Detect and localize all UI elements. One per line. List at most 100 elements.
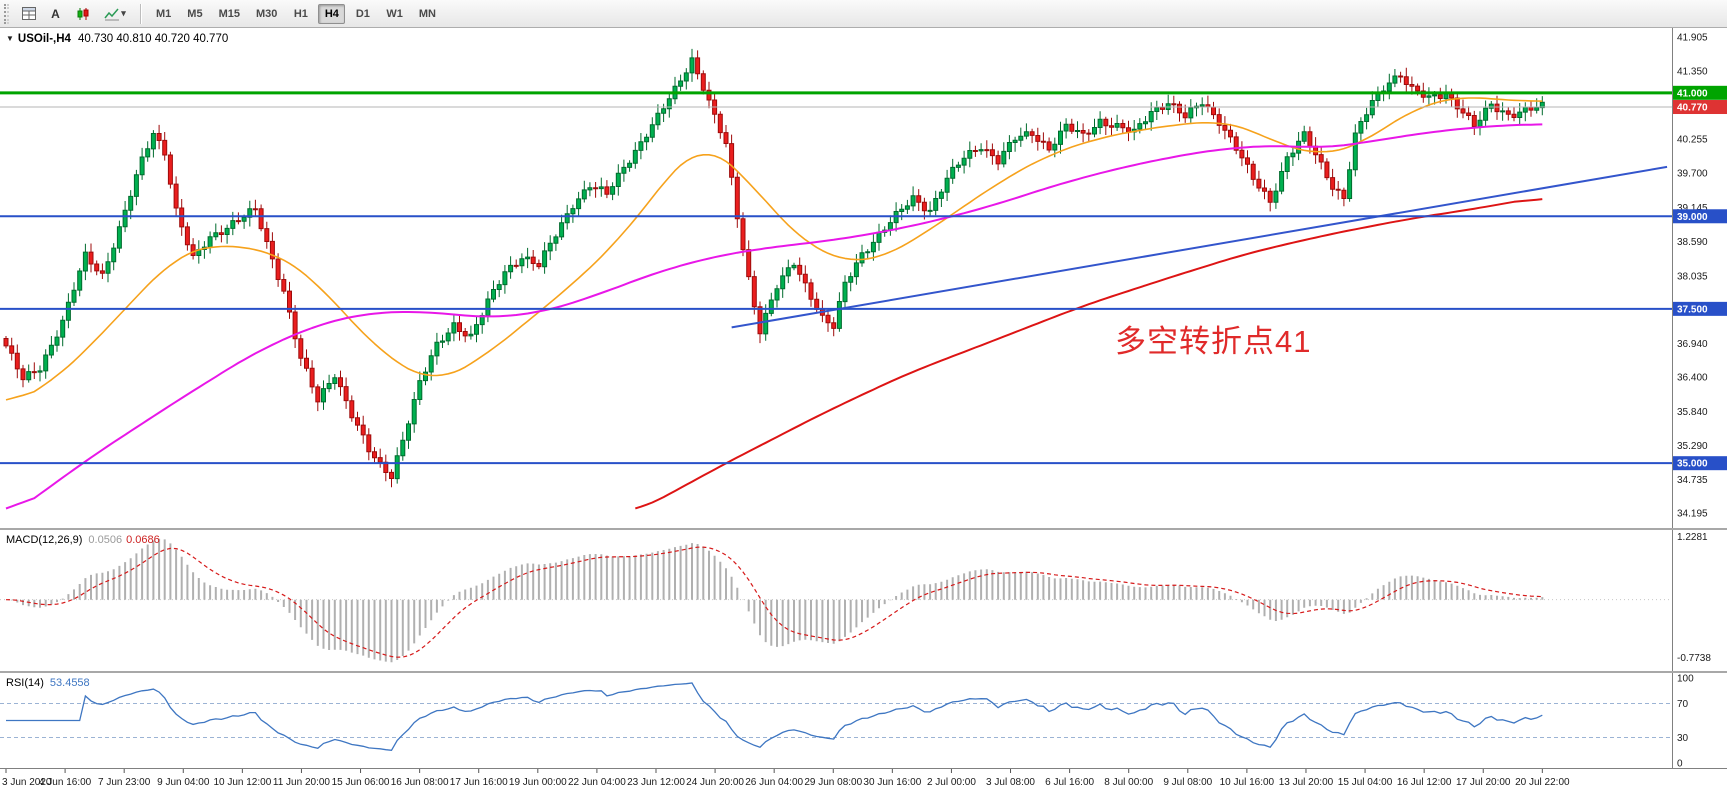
price-badge-label: 39.000: [1677, 212, 1708, 223]
price-axis-label: 34.195: [1677, 508, 1708, 519]
time-axis-label: 17 Jul 20:00: [1456, 777, 1511, 788]
rsi-axis-label: 100: [1677, 674, 1694, 685]
price-badge-label: 40.770: [1677, 103, 1708, 114]
price-axis-label: 38.590: [1677, 237, 1708, 248]
time-axis-label: 15 Jul 04:00: [1338, 777, 1393, 788]
price-axis-label: 40.255: [1677, 134, 1708, 145]
timeframe-button-m5[interactable]: M5: [181, 4, 208, 24]
time-axis-label: 23 Jun 12:00: [627, 777, 685, 788]
price-badge-label: 41.000: [1677, 88, 1708, 99]
time-axis-label: 16 Jun 08:00: [391, 777, 449, 788]
price-badge-40.770: [1673, 100, 1727, 115]
rsi-name: RSI(14): [6, 677, 44, 689]
new-order-button[interactable]: [16, 3, 41, 25]
macd-indicator-label: MACD(12,26,9) 0.0506 0.0686: [6, 534, 160, 546]
price-badge-35.000: [1673, 456, 1727, 471]
price-axis-label: 39.700: [1677, 169, 1708, 180]
chart-toolbar: A ▾ M1 M5 M15 M30 H1 H4 D1 W1 MN: [0, 0, 1727, 28]
timeframe-button-h4[interactable]: H4: [318, 3, 346, 24]
price-axis-label: 36.400: [1677, 372, 1708, 383]
rsi-line: [6, 682, 1543, 751]
time-axis-label: 24 Jun 20:00: [686, 777, 744, 788]
indicator-line-icon: [104, 8, 120, 20]
price-axis-label: 34.735: [1677, 475, 1708, 486]
trendline[interactable]: [731, 165, 1668, 329]
timeframe-button-h1[interactable]: H1: [287, 4, 314, 24]
rsi-axis-label: 30: [1677, 733, 1689, 744]
time-axis-label: 9 Jul 08:00: [1163, 777, 1212, 788]
indicators-button[interactable]: ▾: [97, 3, 133, 25]
time-axis-label: 7 Jun 23:00: [98, 777, 151, 788]
up-candle-bodies: [26, 57, 1545, 480]
macd-histogram: [10, 538, 1544, 663]
time-axis-label: 16 Jul 12:00: [1397, 777, 1452, 788]
time-axis-label: 9 Jun 04:00: [157, 777, 210, 788]
chart-canvas[interactable]: 41.90541.35040.80540.25539.70039.14538.5…: [0, 28, 1727, 795]
price-axis-label: 41.350: [1677, 67, 1708, 78]
time-axis-label: 11 Jun 20:00: [273, 777, 331, 788]
panel-splitter[interactable]: [0, 528, 1727, 530]
price-axis-label: 38.035: [1677, 271, 1708, 282]
time-axis-label: 20 Jul 22:00: [1515, 777, 1570, 788]
timeframe-button-m1[interactable]: M1: [150, 4, 177, 24]
time-axis-label: 4 Jun 16:00: [39, 777, 92, 788]
price-badge-label: 37.500: [1677, 304, 1708, 315]
time-axis-label: 2 Jul 00:00: [927, 777, 976, 788]
text-label-button[interactable]: A: [43, 3, 68, 25]
time-axis-label: 15 Jun 06:00: [332, 777, 390, 788]
time-axis-label: 29 Jun 08:00: [804, 777, 862, 788]
price-badge-37.500: [1673, 301, 1727, 316]
ma-medium-magenta[interactable]: [5, 123, 1543, 510]
price-axis-label: 36.940: [1677, 339, 1708, 350]
down-candle-bodies: [3, 57, 1534, 479]
collapse-triangle-icon: ▼: [6, 34, 14, 43]
toolbar-grip[interactable]: [4, 3, 9, 24]
macd-main-value: 0.0506: [88, 534, 123, 546]
timeframe-button-w1[interactable]: W1: [380, 4, 409, 24]
price-axis-strip: [1672, 28, 1727, 795]
chart-ohlc-values: 40.730 40.810 40.720 40.770: [77, 33, 229, 45]
chinese-annotation-text[interactable]: 多空转折点41: [1115, 324, 1312, 359]
ma-fast-orange[interactable]: [5, 97, 1543, 401]
rsi-axis-label: 0: [1677, 759, 1683, 770]
timeframe-button-d1[interactable]: D1: [349, 4, 376, 24]
timeframe-button-m15[interactable]: M15: [213, 4, 246, 24]
time-axis-label: 6 Jul 16:00: [1045, 777, 1094, 788]
chart-symbol-period: USOil-,H4: [17, 33, 71, 45]
time-axis-label: 10 Jul 16:00: [1220, 777, 1275, 788]
rsi-axis-label: 70: [1677, 699, 1689, 710]
time-axis-label: 30 Jun 16:00: [863, 777, 921, 788]
grid-icon: [21, 7, 36, 20]
time-axis-label: 26 Jun 04:00: [745, 777, 803, 788]
price-axis-label: 35.290: [1677, 441, 1708, 452]
time-axis-label: 19 Jun 00:00: [509, 777, 567, 788]
candlestick-chart-icon: [77, 7, 88, 20]
time-axis-strip: [0, 768, 1727, 795]
panel-splitter[interactable]: [0, 671, 1727, 673]
timeframe-button-mn[interactable]: MN: [413, 4, 442, 24]
price-badge-39.000: [1673, 209, 1727, 224]
time-axis-label: 8 Jul 00:00: [1104, 777, 1153, 788]
macd-name: MACD(12,26,9): [6, 534, 83, 546]
time-axis-label: 3 Jul 08:00: [986, 777, 1035, 788]
time-axis-label: 22 Jun 04:00: [568, 777, 626, 788]
price-axis-label: 35.840: [1677, 407, 1708, 418]
chart-title: ▼ USOil-,H4 40.730 40.810 40.720 40.770: [6, 33, 228, 45]
time-axis-label: 13 Jul 20:00: [1279, 777, 1334, 788]
macd-signal-value: 0.0686: [126, 534, 160, 546]
chart-type-button[interactable]: [70, 3, 95, 25]
toolbar-separator: [140, 3, 142, 24]
price-badge-label: 35.000: [1677, 459, 1708, 470]
timeframe-button-m30[interactable]: M30: [250, 4, 283, 24]
time-axis-label: 3 Jun 2020: [2, 777, 52, 788]
ma-slow-red[interactable]: [635, 198, 1543, 510]
price-axis-label: 41.905: [1677, 32, 1708, 43]
letter-a-icon: A: [51, 6, 60, 21]
rsi-value: 53.4558: [49, 677, 90, 689]
price-axis-label: 39.145: [1677, 203, 1708, 214]
rsi-indicator-label: RSI(14) 53.4558: [6, 677, 90, 689]
time-axis-label: 10 Jun 12:00: [213, 777, 271, 788]
macd-axis-label: 1.2281: [1677, 532, 1708, 543]
price-badge-41.000: [1673, 85, 1727, 100]
time-axis-label: 17 Jun 16:00: [450, 777, 508, 788]
